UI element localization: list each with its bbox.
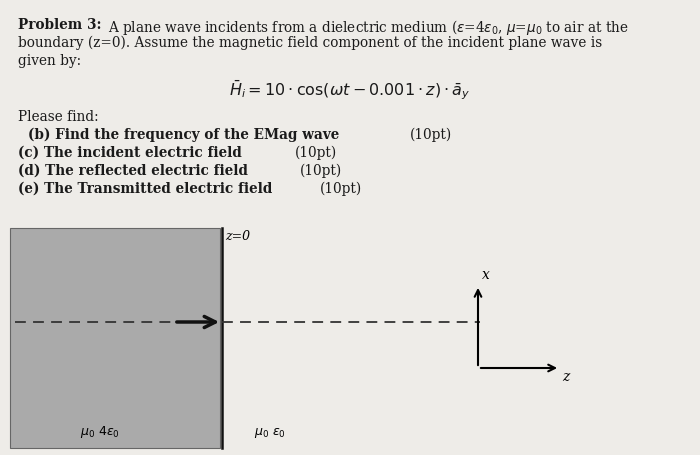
Text: (e) The Transmitted electric field: (e) The Transmitted electric field xyxy=(18,182,272,196)
Text: (10pt): (10pt) xyxy=(320,182,363,197)
Text: z: z xyxy=(562,370,569,384)
Text: boundary (z=0). Assume the magnetic field component of the incident plane wave i: boundary (z=0). Assume the magnetic fiel… xyxy=(18,36,602,51)
Bar xyxy=(10,228,220,448)
Text: (10pt): (10pt) xyxy=(300,164,342,178)
Text: (10pt): (10pt) xyxy=(295,146,337,161)
Text: Problem 3:: Problem 3: xyxy=(18,18,102,32)
Text: A plane wave incidents from a dielectric medium ($\varepsilon$=4$\varepsilon_0$,: A plane wave incidents from a dielectric… xyxy=(108,18,629,37)
Text: $\mu_0\ 4\varepsilon_0$: $\mu_0\ 4\varepsilon_0$ xyxy=(80,424,120,440)
Text: Please find:: Please find: xyxy=(18,110,99,124)
Text: (c) The incident electric field: (c) The incident electric field xyxy=(18,146,242,160)
Text: (d) The reflected electric field: (d) The reflected electric field xyxy=(18,164,248,178)
Text: x: x xyxy=(482,268,490,282)
Text: given by:: given by: xyxy=(18,54,81,68)
Text: (b) Find the frequency of the EMag wave: (b) Find the frequency of the EMag wave xyxy=(28,128,340,142)
Text: z=0: z=0 xyxy=(225,230,250,243)
Text: $\bar{H}_i = 10 \cdot \cos(\omega t - 0.001 \cdot z) \cdot \bar{a}_y$: $\bar{H}_i = 10 \cdot \cos(\omega t - 0.… xyxy=(230,78,470,102)
Text: (10pt): (10pt) xyxy=(410,128,452,142)
Text: $\mu_0\ \varepsilon_0$: $\mu_0\ \varepsilon_0$ xyxy=(254,426,286,440)
